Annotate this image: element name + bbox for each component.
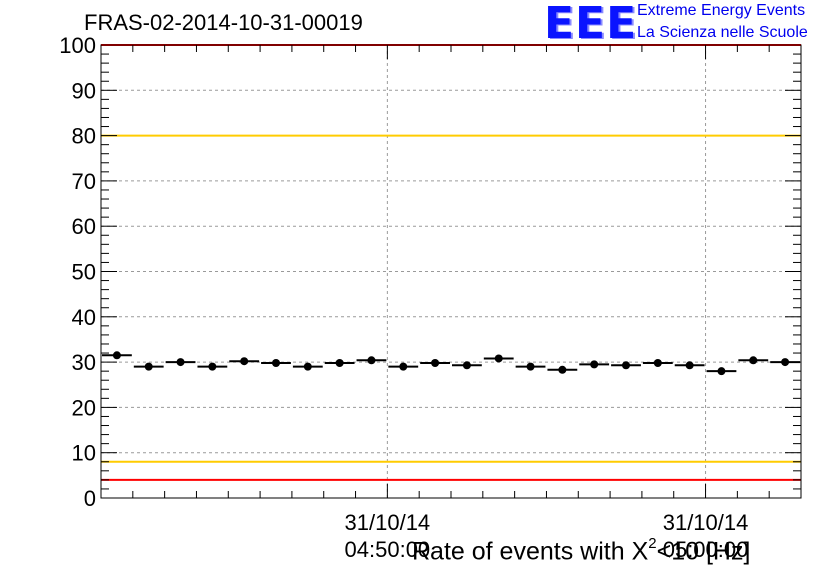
x-axis-label-suffix: <10 [Hz] xyxy=(656,537,751,566)
y-tick-label: 40 xyxy=(72,305,96,330)
data-point xyxy=(176,358,185,367)
data-point xyxy=(399,362,408,371)
data-point xyxy=(144,362,153,371)
y-tick-labels: 0 10 20 30 40 50 60 70 80 90 100 xyxy=(59,33,96,511)
data-point xyxy=(208,362,217,371)
x-axis-label-sup: 2 xyxy=(648,535,657,552)
eee-logo: EEE xyxy=(544,0,638,49)
data-point xyxy=(431,359,440,368)
y-tick-label: 70 xyxy=(72,169,96,194)
y-tick-label: 90 xyxy=(72,78,96,103)
y-tick-label: 100 xyxy=(59,33,96,58)
y-tick-label: 20 xyxy=(72,395,96,420)
x-tick-date-label: 31/10/14 xyxy=(345,510,431,535)
x-axis-label: Rate of events with X2<10 [Hz] xyxy=(412,535,751,566)
data-point xyxy=(653,359,662,368)
data-point xyxy=(622,361,630,370)
data-point xyxy=(590,360,599,369)
data-point xyxy=(272,359,280,368)
y-tick-label: 80 xyxy=(72,124,96,149)
data-point xyxy=(494,354,503,363)
axis-ticks xyxy=(100,44,802,499)
x-tick-time-label: 04:50:00 xyxy=(345,537,431,562)
data-point xyxy=(367,356,376,365)
data-point xyxy=(303,362,312,371)
data-point xyxy=(685,361,694,370)
x-tick-date-label: 31/10/14 xyxy=(663,510,749,535)
y-tick-label: 60 xyxy=(72,214,96,239)
y-tick-label: 0 xyxy=(84,486,96,511)
data-point xyxy=(240,357,249,366)
data-point xyxy=(558,365,567,374)
y-tick-label: 10 xyxy=(72,441,96,466)
data-point xyxy=(749,356,758,365)
logo-text-line1: Extreme Energy Events xyxy=(637,2,806,19)
reference-lines xyxy=(101,44,801,481)
x-axis-label-chi: X xyxy=(631,537,649,566)
x-axis-label-prefix: Rate of events with xyxy=(412,537,632,566)
chart-title: FRAS-02-2014-10-31-00019 xyxy=(84,10,363,35)
data-point xyxy=(335,359,344,368)
data-point xyxy=(112,351,121,360)
data-point xyxy=(717,367,726,376)
data-points xyxy=(102,351,800,376)
data-point xyxy=(526,362,535,371)
logo-text-line2: La Scienza nelle Scuole xyxy=(637,24,808,41)
data-point xyxy=(462,361,471,370)
y-tick-label: 50 xyxy=(72,260,96,285)
data-point xyxy=(781,358,790,367)
y-tick-label: 30 xyxy=(72,350,96,375)
x-tick-time-label: 05:00:00 xyxy=(663,537,749,562)
grid-lines xyxy=(101,45,801,498)
